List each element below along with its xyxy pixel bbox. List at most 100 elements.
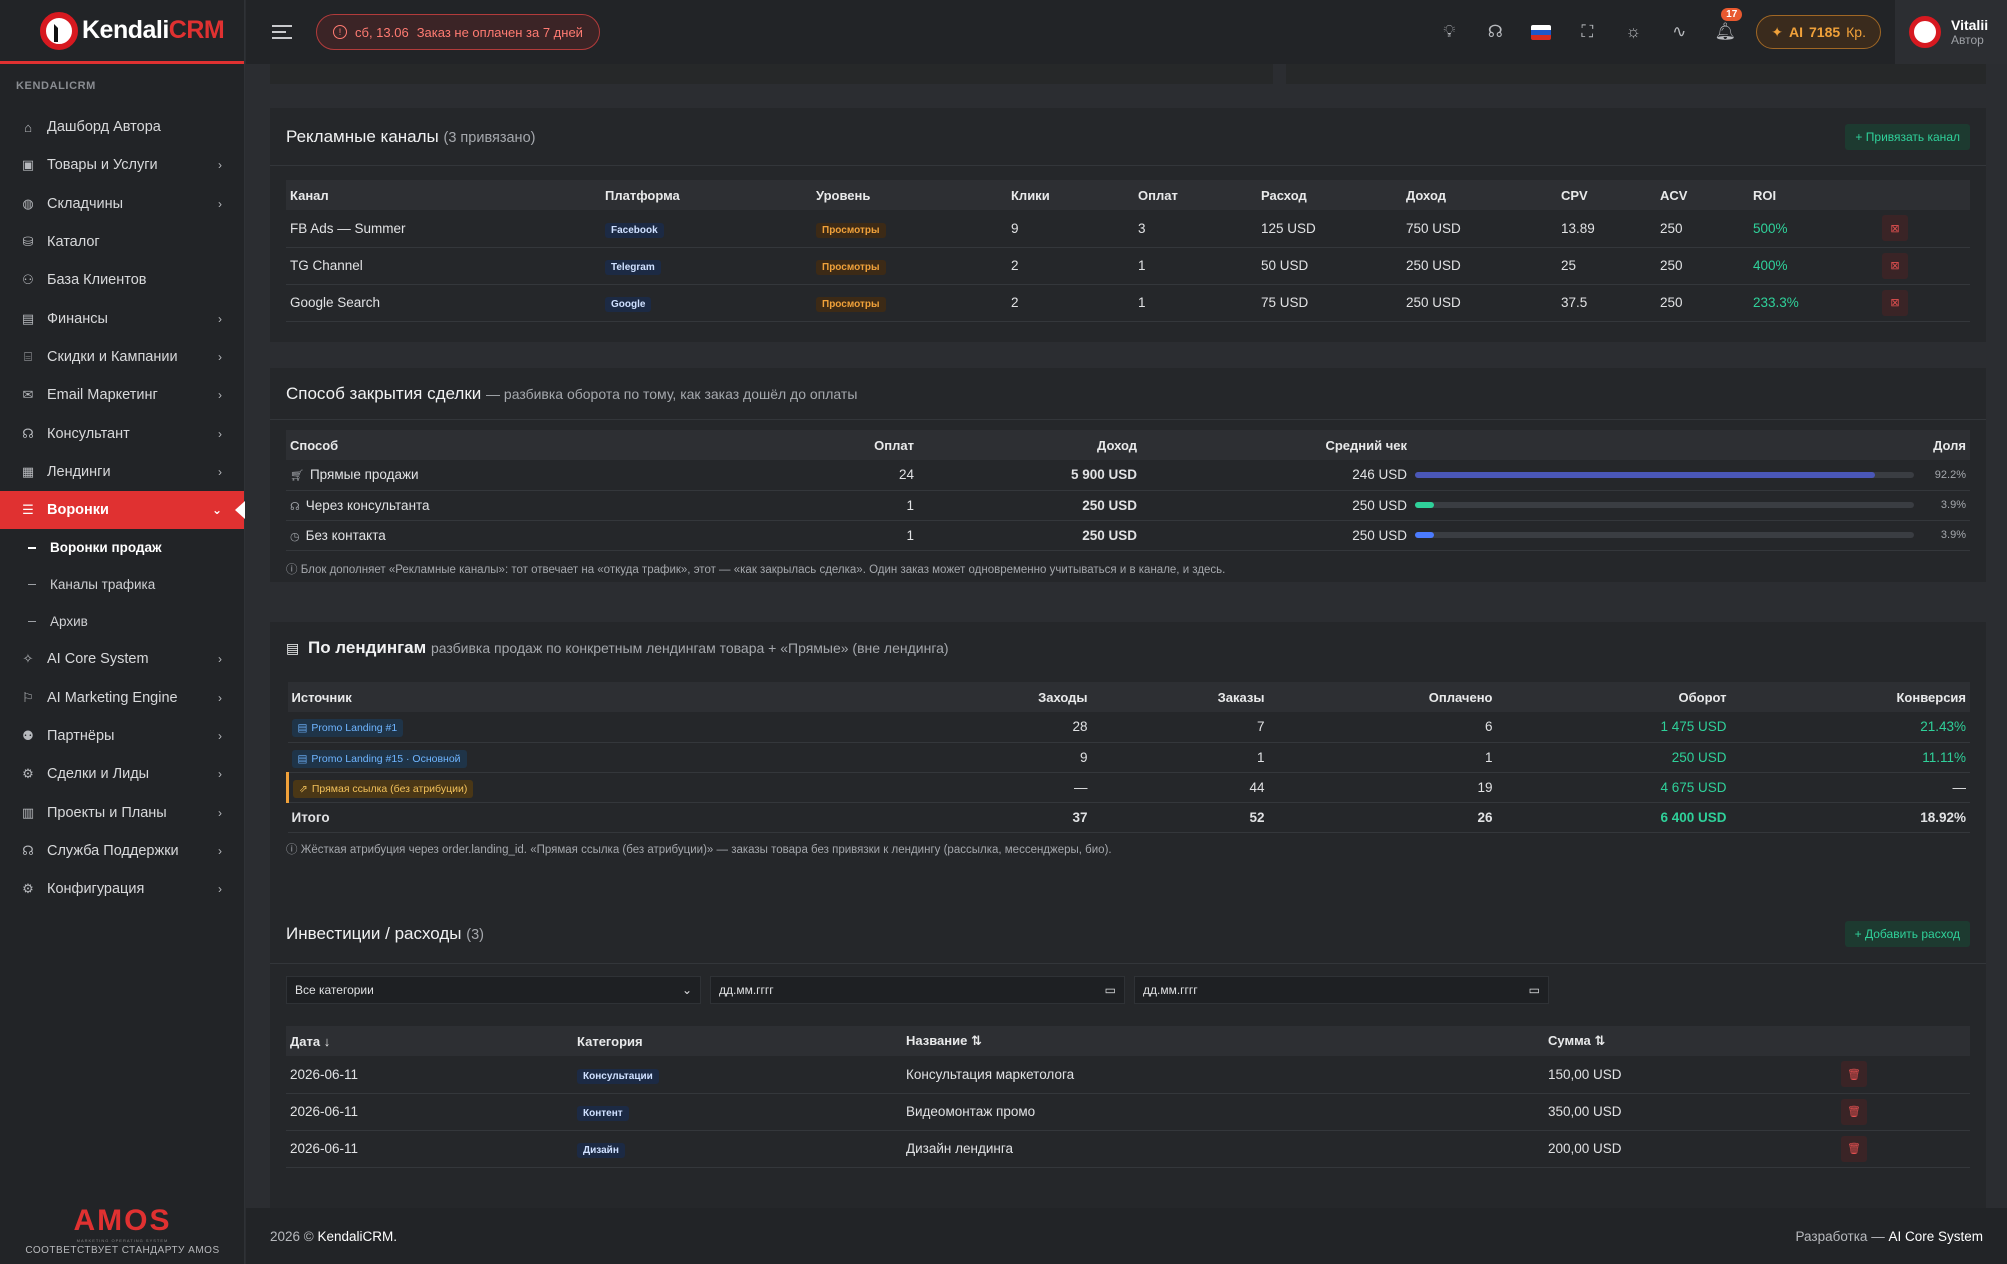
sidebar-item-label: Консультант	[47, 425, 130, 442]
language-flag-icon[interactable]	[1518, 0, 1564, 64]
user-menu[interactable]: Vitalii Автор	[1895, 0, 2007, 64]
chevron-right-icon: ›	[218, 652, 222, 667]
sortable-column-header[interactable]: Сумма ⇅	[1544, 1026, 1837, 1056]
sidebar-item[interactable]: ⚇ База Клиентов	[0, 261, 244, 299]
bell-icon[interactable]: 🔔︎ 17	[1702, 0, 1748, 64]
sidebar-item[interactable]: ⌂ Дашборд Автора	[0, 108, 244, 146]
sidebar-subitem[interactable]: Архив	[0, 603, 244, 640]
share-value: 3.9%	[1940, 499, 1966, 511]
cell-conversion: 21.43%	[1730, 712, 1970, 743]
ai-amount: 7185	[1809, 24, 1841, 40]
ad-channels-title: Рекламные каналы	[286, 126, 439, 146]
activity-icon[interactable]: ∿	[1672, 22, 1687, 41]
closing-title: Способ закрытия сделки	[286, 383, 482, 403]
date-to-placeholder: дд.мм.гггг	[1143, 983, 1198, 997]
cell-paid: 1	[1134, 247, 1257, 285]
total-conversion: 18.92%	[1730, 802, 1970, 833]
sidebar-item[interactable]: ▥ Проекты и Планы ›	[0, 793, 244, 831]
chevron-down-icon: ⌄	[681, 983, 692, 997]
trash-icon[interactable]: 🗑︎	[1841, 1061, 1867, 1088]
coupon-icon: ⌸	[24, 348, 32, 364]
sidebar-item[interactable]: ▤ Финансы ›	[0, 299, 244, 337]
sidebar-item[interactable]: ⚐ AI Marketing Engine ›	[0, 679, 244, 717]
sortable-column-header[interactable]: Название ⇅	[902, 1026, 1544, 1056]
sidebar-item[interactable]: ⌸ Скидки и Кампании ›	[0, 338, 244, 376]
ai-credits[interactable]: ✦ AI 7185 Кр.	[1756, 15, 1881, 49]
sidebar-item-label: Скидки и Кампании	[47, 348, 178, 365]
share-bar	[1415, 532, 1914, 538]
cell-income: 250 USD	[1402, 284, 1557, 322]
unlink-icon[interactable]: ⊠	[1882, 289, 1908, 316]
theme-sun-icon[interactable]: ☼	[1625, 22, 1642, 41]
chevron-right-icon: ›	[218, 690, 222, 705]
logo[interactable]: KendaliCRM	[0, 0, 244, 64]
bind-channel-button[interactable]: + Привязать канал	[1845, 123, 1970, 150]
sidebar-item[interactable]: ⚙ Конфигурация ›	[0, 870, 244, 908]
footer-dev-link: AI Core System	[1888, 1228, 1983, 1244]
sidebar-subitem[interactable]: Воронки продаж	[0, 529, 244, 566]
cell-clicks: 2	[1007, 247, 1134, 285]
trash-icon[interactable]: 🗑︎	[1841, 1098, 1867, 1125]
investments-title: Инвестиции / расходы	[286, 923, 462, 943]
sidebar-subitem[interactable]: Каналы трафика	[0, 566, 244, 603]
ad-channels-card: Рекламные каналы (3 привязано) + Привяза…	[270, 108, 1986, 342]
cell-date: 2026-06-11	[286, 1056, 573, 1094]
total-label: Итого	[287, 802, 828, 833]
category-badge: Контент	[577, 1106, 629, 1121]
cell-paid: 6	[1268, 712, 1497, 743]
landing-link[interactable]: ▤ Promo Landing #15 · Основной	[291, 749, 467, 768]
headset-icon[interactable]: ☊	[1487, 22, 1503, 41]
cell-name: Консультация маркетолога	[902, 1056, 1544, 1094]
cell-visits: 28	[827, 712, 1092, 743]
direct-link-badge[interactable]: ⇗ Прямая ссылка (без атрибуции)	[293, 779, 474, 798]
fullscreen-icon[interactable]: ⛶	[1581, 22, 1594, 41]
date-from-input[interactable]: дд.мм.гггг ▭	[710, 976, 1125, 1004]
sidebar: KendaliCRM KENDALICRM ⌂ Дашборд Автора ▣ То…	[0, 0, 245, 1264]
sparkle-icon: ✦	[1771, 23, 1783, 40]
calendar-icon: ▭	[1104, 983, 1116, 997]
unlink-icon[interactable]: ⊠	[1882, 252, 1908, 279]
sidebar-item[interactable]: ☊ Консультант ›	[0, 414, 244, 452]
category-badge: Дизайн	[577, 1143, 625, 1158]
cell-avg: 250 USD	[1141, 520, 1411, 551]
unpaid-order-alert[interactable]: ! сб, 13.06 Заказ не оплачен за 7 дней	[316, 14, 600, 50]
sidebar-item[interactable]: ✧ AI Core System ›	[0, 640, 244, 678]
sidebar-item[interactable]: ▣ Товары и Услуги ›	[0, 146, 244, 184]
total-paid: 26	[1268, 802, 1497, 833]
sidebar-item[interactable]: ◍ Складчины ›	[0, 185, 244, 223]
column-header: Конверсия	[1730, 682, 1970, 712]
cell-income: 250 USD	[918, 520, 1141, 551]
sidebar-item-label: Служба Поддержки	[47, 842, 179, 859]
trash-icon[interactable]: 🗑︎	[1841, 1135, 1867, 1162]
sidebar-item[interactable]: ⚉ Партнёры ›	[0, 717, 244, 755]
date-to-input[interactable]: дд.мм.гггг ▭	[1134, 976, 1549, 1004]
sidebar-item[interactable]: ⚙ Сделки и Лиды ›	[0, 755, 244, 793]
sidebar-item[interactable]: ▦ Лендинги ›	[0, 453, 244, 491]
sortable-column-header[interactable]: Дата ↓	[286, 1026, 573, 1056]
channel-name: TG Channel	[286, 247, 601, 285]
share-bar-fill	[1415, 502, 1435, 508]
sidebar-item[interactable]: ✉ Email Маркетинг ›	[0, 376, 244, 414]
bulb-icon[interactable]: 💡︎	[1443, 22, 1456, 41]
table-row: ▤ Promo Landing #15 · Основной 9 1 1 250 USD 1…	[287, 742, 1970, 773]
date-from-placeholder: дд.мм.гггг	[719, 983, 774, 997]
menu-toggle-icon[interactable]	[272, 25, 292, 39]
cell-income: 250 USD	[1402, 247, 1557, 285]
category-filter-select[interactable]: Все категории ⌄	[286, 976, 701, 1004]
add-expense-button[interactable]: + Добавить расход	[1844, 920, 1970, 947]
cell-clicks: 2	[1007, 284, 1134, 322]
sidebar-nav: ⌂ Дашборд Автора ▣ Товары и Услуги › ◍ Складчи…	[0, 104, 245, 530]
sidebar-item-label: AI Marketing Engine	[47, 689, 178, 706]
column-header: Способ	[286, 430, 616, 460]
sidebar-item[interactable]: ☊ Служба Поддержки ›	[0, 832, 244, 870]
alert-text: Заказ не оплачен за 7 дней	[416, 24, 583, 40]
landings-title: По лендингам	[307, 638, 427, 657]
unlink-icon[interactable]: ⊠	[1882, 215, 1908, 242]
sidebar-item[interactable]: ⛁ Каталог	[0, 223, 244, 261]
column-header: Канал	[286, 180, 601, 210]
chevron-right-icon: ›	[218, 882, 222, 897]
landing-link[interactable]: ▤ Promo Landing #1	[291, 719, 404, 738]
cell-paid: 1	[616, 520, 918, 551]
sidebar-item[interactable]: ☰ Воронки ⌄	[0, 490, 245, 530]
cell-paid: 1	[616, 490, 918, 521]
